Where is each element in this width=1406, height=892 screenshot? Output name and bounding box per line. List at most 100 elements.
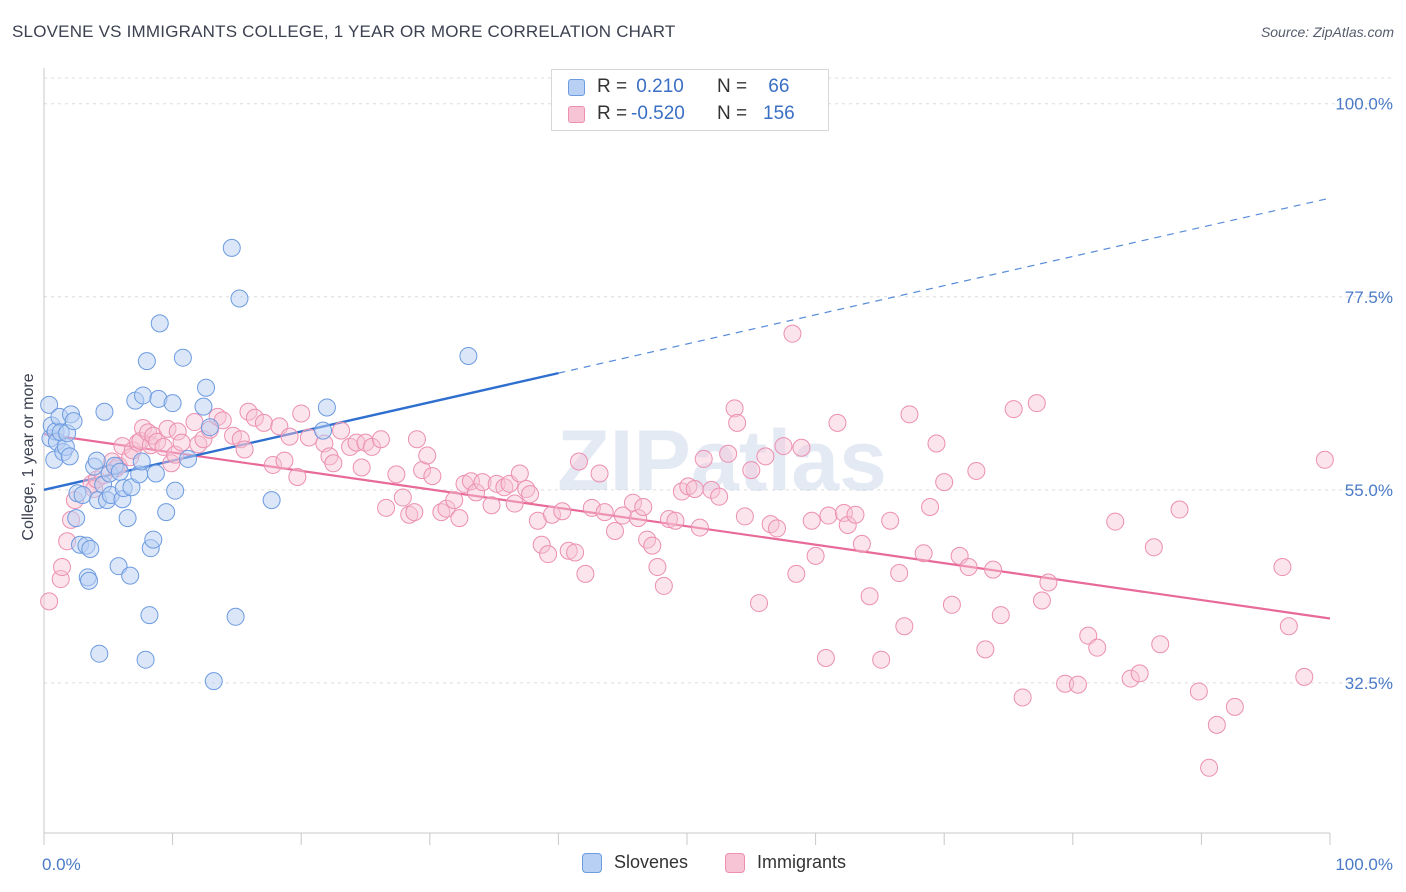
immigrants-point — [1225, 697, 1244, 716]
immigrants-point — [292, 404, 311, 423]
immigrants-point — [1013, 688, 1032, 707]
immigrants-point — [393, 488, 412, 507]
y-tick-label: 32.5% — [1345, 674, 1393, 693]
immigrants-point — [1207, 715, 1226, 734]
immigrants-point — [654, 576, 673, 595]
immigrants-point — [1106, 512, 1125, 531]
immigrants-point — [1170, 500, 1189, 519]
immigrants-point — [1279, 617, 1298, 636]
immigrants-point — [935, 473, 954, 492]
immigrants-point — [852, 534, 871, 553]
legend-r-label: R = — [597, 103, 628, 124]
slovenes-point — [81, 540, 100, 559]
slovenes-point — [314, 421, 333, 440]
immigrants-point — [613, 506, 632, 525]
immigrants-point — [1189, 682, 1208, 701]
immigrants-point — [1273, 558, 1292, 577]
immigrants-point — [819, 506, 838, 525]
immigrants-point — [288, 467, 307, 486]
slovenes-point — [90, 644, 109, 663]
correlation-legend: R = 0.210 N = 66 R = -0.520 N = 156 — [551, 69, 829, 131]
immigrants-point — [168, 422, 187, 441]
immigrants-point — [806, 546, 825, 565]
immigrants-point — [559, 541, 578, 560]
immigrants-points — [40, 324, 1334, 777]
immigrants-point — [942, 595, 961, 614]
legend-n-label: N = — [717, 103, 748, 124]
immigrants-point — [638, 530, 657, 549]
immigrants-point — [1079, 626, 1098, 645]
slovenes-point — [137, 352, 156, 371]
immigrants-point — [1121, 669, 1140, 688]
immigrants-point — [418, 446, 437, 465]
immigrants-point — [254, 413, 273, 432]
immigrants-point — [643, 536, 662, 555]
immigrants-point — [927, 434, 946, 453]
immigrants-point — [542, 505, 561, 524]
immigrants-point — [275, 451, 294, 470]
slovenes-point — [118, 509, 137, 528]
series-legend: Slovenes Immigrants — [0, 852, 1406, 878]
x-tick-label: 0.0% — [42, 855, 81, 874]
legend-row-slovenes: R = 0.210 N = 66 — [568, 75, 789, 99]
immigrants-point — [605, 522, 624, 540]
slovenes-point — [204, 672, 223, 691]
immigrants-point — [162, 454, 181, 473]
immigrants-point — [1039, 573, 1058, 592]
immigrants-point — [659, 509, 678, 528]
immigrants-point — [634, 497, 653, 516]
immigrants-point — [377, 498, 396, 517]
grid-lines — [44, 77, 1394, 684]
slovenes-point — [197, 378, 216, 397]
slovenes-point — [194, 397, 213, 416]
y-tick-labels: 32.5% 55.0% 77.5% 100.0% — [1335, 95, 1393, 693]
immigrants-point — [413, 461, 432, 480]
immigrants-point — [576, 564, 595, 583]
immigrants-point — [324, 454, 343, 473]
slovenes-legend-swatch — [582, 852, 602, 873]
slovenes-point — [173, 348, 192, 367]
slovenes-point — [200, 418, 219, 437]
legend-r-value: -0.520 — [631, 103, 685, 124]
immigrants-point — [1068, 675, 1087, 694]
slovenes-point — [163, 394, 182, 413]
immigrants-point — [976, 640, 995, 659]
immigrants-point — [1056, 674, 1075, 693]
immigrants-point — [1200, 758, 1219, 777]
immigrants-point — [735, 507, 754, 526]
immigrants-point — [914, 544, 933, 563]
immigrants-point — [685, 479, 704, 498]
immigrants-point — [890, 564, 909, 583]
slovenes-point — [140, 606, 159, 625]
immigrants-point — [967, 461, 986, 480]
slovenes-legend-label: Slovenes — [614, 852, 689, 872]
slovenes-trend-extension — [558, 197, 1331, 374]
slovenes-point — [87, 451, 106, 470]
immigrants-point — [816, 648, 835, 667]
slovenes-points — [40, 238, 478, 691]
immigrants-point — [1032, 591, 1051, 610]
immigrants-point — [881, 511, 900, 530]
immigrants-point — [846, 505, 865, 524]
y-tick-label: 100.0% — [1335, 95, 1393, 114]
slovenes-point — [222, 238, 241, 257]
immigrants-point — [510, 464, 529, 483]
immigrants-swatch — [568, 105, 585, 123]
slovenes-point — [136, 650, 155, 669]
immigrants-point — [742, 461, 761, 480]
slovenes-point — [67, 509, 86, 528]
immigrants-point — [172, 433, 191, 452]
immigrants-point — [828, 413, 847, 432]
immigrants-point — [1130, 664, 1149, 683]
immigrants-point — [802, 511, 821, 530]
legend-r-label: R = — [597, 76, 628, 97]
immigrants-point — [921, 497, 940, 516]
slovenes-trend-line — [43, 371, 559, 491]
immigrants-point — [569, 452, 588, 471]
immigrants-point — [756, 447, 775, 466]
immigrants-point — [774, 437, 793, 456]
slovenes-point — [230, 289, 249, 308]
immigrants-point — [332, 421, 351, 440]
slovenes-point — [40, 395, 59, 414]
